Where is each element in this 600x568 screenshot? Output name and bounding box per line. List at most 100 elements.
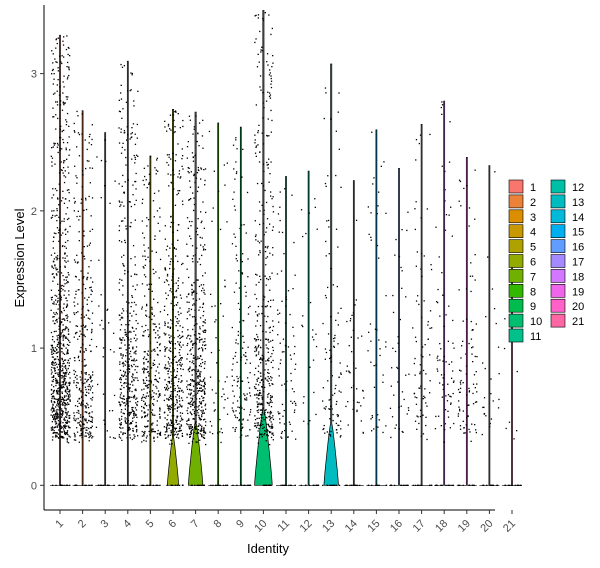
data-point xyxy=(159,484,161,486)
data-point xyxy=(155,271,157,273)
data-point xyxy=(256,394,258,396)
data-point xyxy=(54,410,56,412)
data-point xyxy=(174,296,176,298)
data-point xyxy=(197,234,199,236)
legend-key xyxy=(508,254,524,268)
data-point xyxy=(164,238,166,240)
data-point xyxy=(203,227,205,229)
data-point xyxy=(119,329,122,331)
data-point xyxy=(204,331,206,333)
data-point xyxy=(69,484,71,486)
data-point xyxy=(187,335,189,337)
data-point xyxy=(76,427,78,429)
data-point xyxy=(267,167,269,169)
data-point xyxy=(62,383,64,386)
data-point xyxy=(200,403,202,405)
data-point xyxy=(187,424,189,426)
data-point xyxy=(158,323,160,325)
data-point xyxy=(56,392,58,395)
data-point xyxy=(84,386,87,388)
x-tick-label: 1 xyxy=(53,518,66,531)
data-point xyxy=(176,400,178,402)
data-point xyxy=(130,341,132,343)
data-point xyxy=(144,175,146,178)
data-point xyxy=(145,276,147,278)
data-point xyxy=(147,219,150,221)
data-point xyxy=(396,366,398,369)
data-point xyxy=(266,379,268,381)
legend-item-21: 21 xyxy=(550,313,584,328)
data-point xyxy=(170,258,172,260)
data-point xyxy=(89,435,91,438)
data-point xyxy=(167,405,169,407)
data-point xyxy=(340,391,342,393)
data-point xyxy=(50,427,52,429)
data-point xyxy=(201,425,203,427)
data-point xyxy=(59,389,61,391)
data-point xyxy=(57,37,59,39)
data-point xyxy=(203,367,206,369)
data-point xyxy=(199,373,201,375)
data-point xyxy=(178,390,180,393)
violin-cluster-6 xyxy=(163,108,184,486)
data-point xyxy=(371,131,373,133)
data-point xyxy=(254,220,256,222)
data-point xyxy=(259,358,261,361)
data-point xyxy=(355,484,357,486)
data-point xyxy=(103,419,105,421)
data-point xyxy=(148,375,150,377)
data-point xyxy=(133,484,135,486)
data-point xyxy=(79,350,81,352)
data-point xyxy=(468,207,471,209)
y-tick-label: 0 xyxy=(31,480,37,492)
data-point xyxy=(373,177,375,179)
data-point xyxy=(121,374,123,376)
data-point xyxy=(121,241,123,243)
data-point xyxy=(256,422,258,424)
data-point xyxy=(66,362,69,364)
data-point xyxy=(174,484,176,486)
data-point xyxy=(164,334,166,336)
data-point xyxy=(137,90,139,92)
data-point xyxy=(204,340,206,343)
data-point xyxy=(270,195,272,197)
data-point xyxy=(268,14,270,16)
data-point xyxy=(258,409,260,411)
data-point xyxy=(187,329,189,331)
data-point xyxy=(268,402,270,404)
data-point xyxy=(80,202,82,204)
data-point xyxy=(281,300,283,302)
data-point xyxy=(155,169,157,171)
data-point xyxy=(66,337,68,339)
data-point xyxy=(189,367,191,370)
data-point xyxy=(379,348,381,350)
data-point xyxy=(245,362,247,364)
data-point xyxy=(59,222,62,224)
data-point xyxy=(176,423,178,425)
data-point xyxy=(104,139,106,141)
data-point xyxy=(60,436,62,438)
data-point xyxy=(255,426,258,429)
data-point xyxy=(289,423,291,425)
data-point xyxy=(134,435,136,438)
data-point xyxy=(85,208,88,211)
data-point xyxy=(135,431,138,433)
data-point xyxy=(59,321,61,323)
data-point xyxy=(126,401,128,403)
data-point xyxy=(434,428,437,430)
data-point xyxy=(219,484,221,486)
data-point xyxy=(203,434,205,436)
data-point xyxy=(262,407,264,409)
data-point xyxy=(268,372,270,374)
data-point xyxy=(260,422,262,424)
data-point xyxy=(272,432,274,434)
data-point xyxy=(482,406,484,409)
x-tick-label: 8 xyxy=(212,518,225,531)
data-point xyxy=(69,389,71,391)
data-point xyxy=(174,131,176,133)
violin-shape-17 xyxy=(411,124,432,486)
data-point xyxy=(56,101,58,103)
data-point xyxy=(75,175,77,177)
data-point xyxy=(337,424,339,426)
data-point xyxy=(190,225,192,227)
